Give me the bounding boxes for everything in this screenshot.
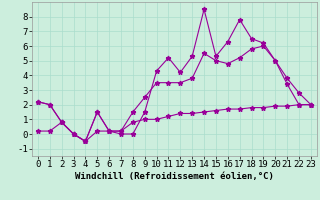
X-axis label: Windchill (Refroidissement éolien,°C): Windchill (Refroidissement éolien,°C) bbox=[75, 172, 274, 181]
